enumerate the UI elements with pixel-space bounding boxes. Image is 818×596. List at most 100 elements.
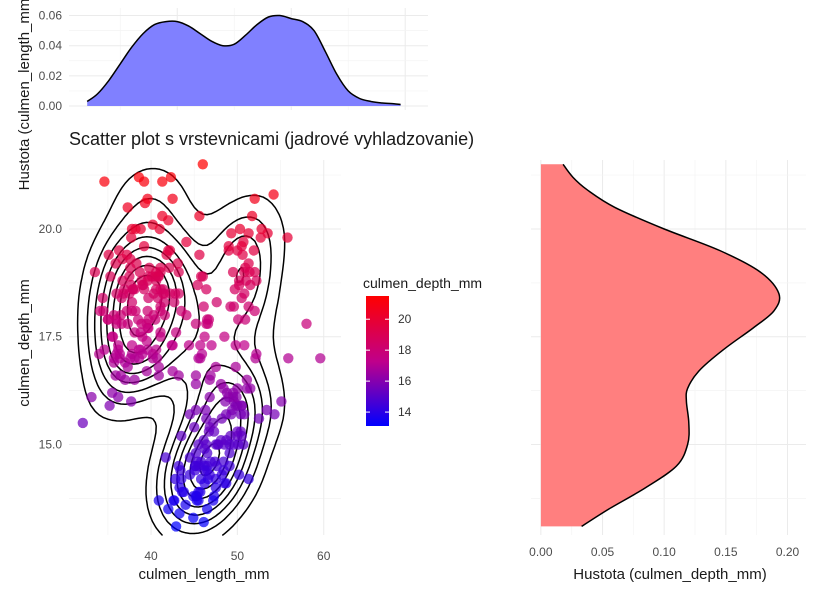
data-point (143, 314, 154, 325)
data-point (202, 503, 213, 515)
data-point (198, 516, 209, 528)
legend-title: culmen_depth_mm (363, 275, 482, 291)
data-point (188, 491, 199, 502)
data-point (104, 400, 115, 411)
data-point (130, 223, 141, 235)
data-point (220, 396, 231, 407)
density-layer (86, 14, 781, 528)
data-point (122, 202, 133, 213)
data-point (239, 288, 250, 299)
main-plot-title: Scatter plot s vrstevnicami (jadrové vyh… (69, 129, 474, 149)
data-point (172, 258, 183, 269)
data-point (238, 439, 249, 450)
data-point (198, 301, 209, 312)
data-point (183, 340, 195, 351)
data-point (269, 409, 280, 420)
data-point (190, 378, 202, 390)
data-point (249, 193, 260, 204)
data-point (251, 275, 262, 286)
data-point (208, 426, 220, 437)
main-x-tick-label: 40 (144, 549, 158, 563)
data-point (197, 271, 208, 282)
data-point (173, 288, 184, 299)
data-point (235, 409, 246, 420)
data-point (153, 361, 164, 373)
data-point (151, 353, 163, 364)
data-point (201, 284, 212, 295)
data-point (99, 176, 110, 187)
data-point (113, 391, 124, 403)
data-point (142, 305, 153, 317)
data-point (243, 228, 254, 239)
data-point (137, 348, 148, 360)
data-point (98, 305, 109, 317)
data-point (110, 258, 121, 269)
right-x-tick-label: 0.10 (653, 545, 677, 559)
right-density-area (540, 164, 780, 527)
data-point (249, 305, 260, 317)
data-point (111, 348, 122, 360)
data-point (153, 370, 164, 381)
data-point (165, 172, 177, 183)
data-point (122, 318, 133, 329)
data-point (190, 370, 202, 381)
data-point (188, 512, 199, 523)
data-point (204, 374, 215, 385)
data-point (246, 210, 258, 222)
data-point (164, 262, 175, 273)
data-point (176, 305, 187, 317)
data-point (230, 400, 241, 411)
data-point (218, 465, 229, 476)
data-point (233, 469, 245, 480)
data-point (239, 266, 250, 278)
data-point (210, 482, 221, 493)
data-point (122, 361, 133, 373)
main-x-tick-label: 50 (231, 549, 245, 563)
data-point (201, 439, 212, 450)
data-point (210, 361, 221, 373)
data-point (243, 473, 254, 485)
data-point (190, 447, 202, 459)
data-point (301, 318, 312, 329)
data-point (164, 245, 176, 256)
right-x-tick-label: 0.05 (591, 545, 615, 559)
data-point (315, 353, 326, 364)
data-point (194, 210, 205, 222)
data-point (176, 473, 187, 485)
data-point (230, 361, 241, 373)
data-point (126, 297, 138, 308)
data-point (117, 275, 128, 286)
data-point (221, 387, 233, 398)
data-point (237, 249, 248, 260)
data-point (86, 391, 97, 403)
data-point (157, 176, 168, 187)
data-point (77, 417, 89, 429)
data-point (119, 374, 131, 385)
data-point (241, 374, 253, 385)
right-density-line (562, 163, 781, 528)
right-density-x-axis-title: Hustota (culmen_depth_mm) (573, 566, 766, 583)
data-point (103, 249, 114, 260)
legend-colorbar (366, 296, 389, 426)
data-point (189, 422, 200, 433)
data-point (160, 452, 171, 463)
data-point (184, 409, 196, 420)
data-point (202, 447, 213, 459)
data-point (111, 318, 122, 329)
data-point (169, 297, 180, 308)
data-point (197, 159, 208, 170)
data-point (107, 331, 119, 342)
data-point (215, 435, 227, 446)
data-point (94, 348, 105, 360)
legend-tick-label: 16 (398, 374, 412, 388)
text-layer: Scatter plot s vrstevnicami (jadrové vyh… (16, 0, 800, 583)
data-point (233, 314, 244, 325)
data-point (200, 404, 211, 416)
data-point (131, 258, 142, 269)
data-point (89, 266, 101, 278)
data-point (216, 413, 227, 424)
top-y-tick-label: 0.04 (39, 39, 63, 53)
data-point (132, 314, 144, 325)
data-point (126, 232, 137, 243)
